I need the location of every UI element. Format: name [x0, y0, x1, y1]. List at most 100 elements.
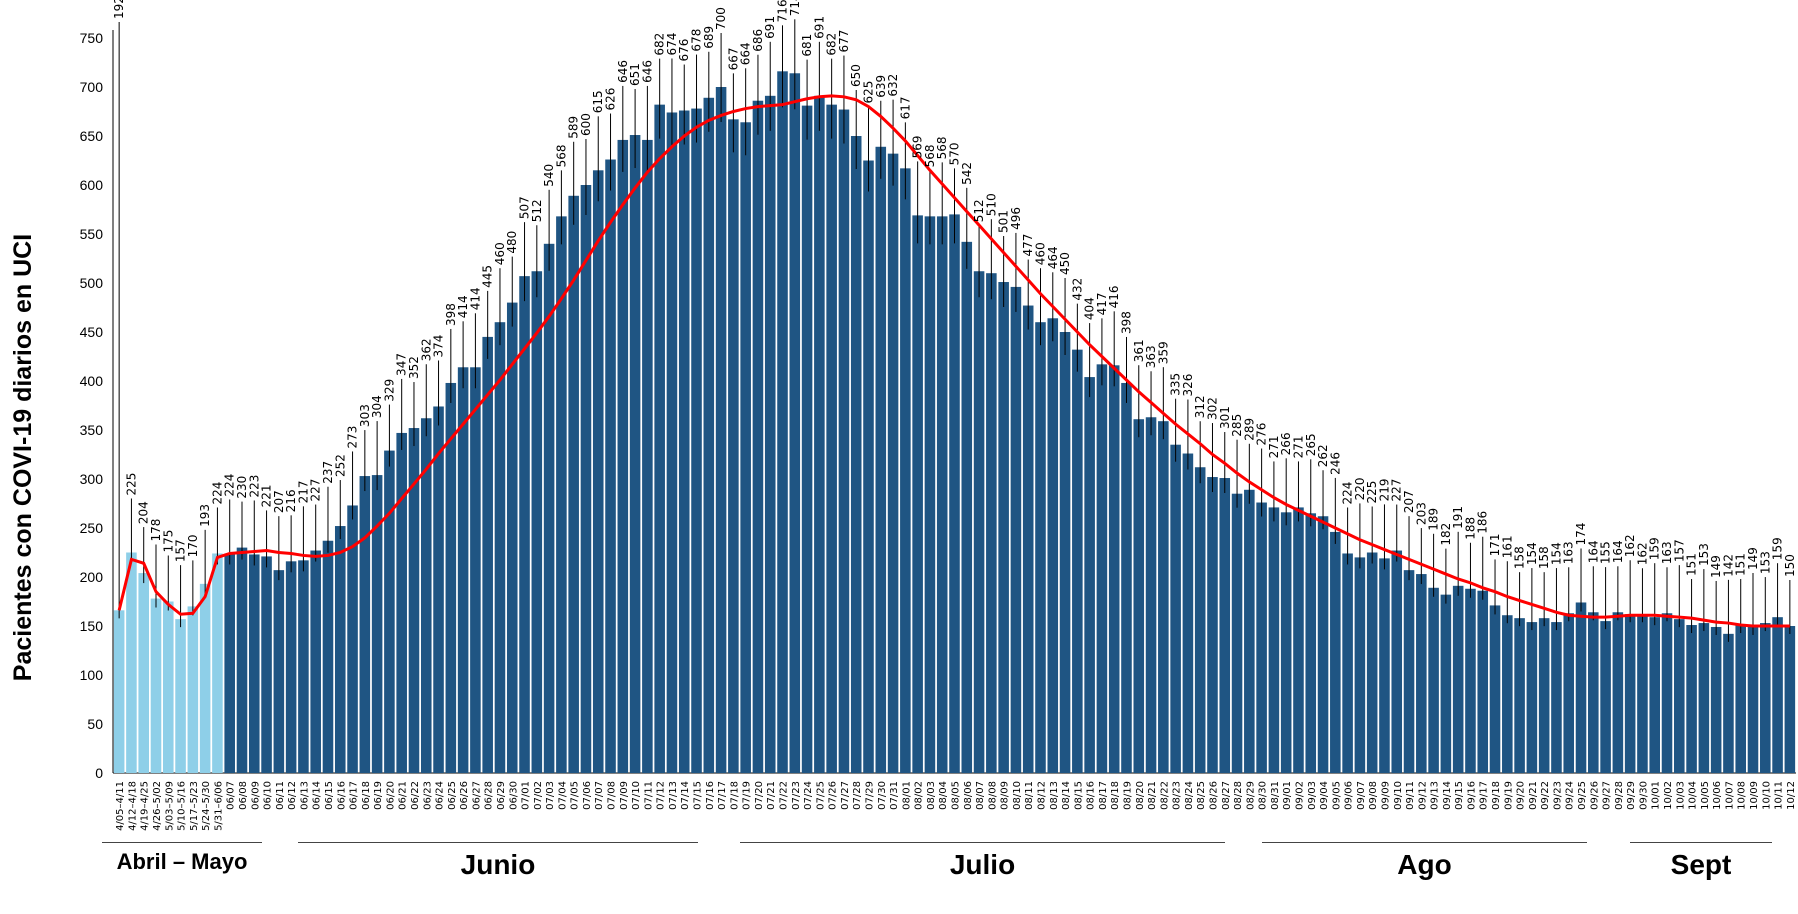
bar	[986, 273, 997, 773]
bar	[408, 428, 420, 773]
bar	[617, 139, 629, 774]
value-label: 352	[407, 356, 421, 379]
month-label-junio: Junio	[298, 842, 698, 881]
x-tick-label: 07/18	[729, 781, 740, 810]
value-label: 416	[1107, 285, 1121, 308]
bar	[728, 119, 739, 774]
x-tick-label: 07/31	[889, 781, 900, 810]
x-tick-label: 10/10	[1761, 781, 1772, 810]
x-tick-label: 09/01	[1282, 781, 1293, 810]
value-label: 207	[272, 490, 286, 513]
x-tick-label: 09/21	[1528, 781, 1539, 810]
value-label: 158	[1513, 546, 1527, 569]
value-label: 271	[1291, 436, 1305, 459]
bar	[691, 108, 702, 773]
value-label: 157	[174, 539, 188, 562]
value-label: 646	[616, 60, 630, 83]
value-label: 154	[1525, 542, 1539, 565]
bar	[1514, 618, 1525, 773]
y-axis-title: Pacientes con COVI-19 diarios en UCI	[9, 233, 38, 681]
bar	[1342, 553, 1353, 773]
value-label: 204	[137, 501, 151, 524]
x-tick-label: 5/10–5/16	[177, 781, 188, 831]
x-tick-label: 09/11	[1405, 781, 1416, 810]
bar	[1170, 444, 1181, 773]
y-tick-label: 50	[87, 716, 103, 732]
bar	[1612, 612, 1624, 773]
value-label: 227	[309, 479, 323, 502]
bar	[850, 136, 862, 773]
x-tick-label: 07/15	[693, 781, 704, 810]
value-label: 289	[1242, 418, 1256, 441]
value-label: 362	[419, 338, 433, 361]
bar	[580, 185, 592, 773]
x-tick-label: 10/04	[1688, 781, 1699, 810]
value-label: 464	[1046, 246, 1060, 269]
x-tick-label: 06/29	[496, 781, 507, 810]
bar	[163, 601, 174, 773]
value-label: 188	[1463, 517, 1477, 540]
value-label: 615	[591, 90, 605, 113]
x-tick-label: 08/19	[1122, 781, 1133, 810]
value-label: 302	[1205, 397, 1219, 420]
bar	[568, 195, 579, 773]
bar	[838, 109, 850, 774]
x-tick-label: 06/17	[349, 781, 360, 810]
x-tick-label: 09/20	[1516, 781, 1527, 810]
bar	[371, 475, 383, 773]
bar	[1735, 625, 1746, 773]
value-label: 568	[935, 136, 949, 159]
x-tick-label: 08/03	[926, 781, 937, 810]
x-tick-label: 09/05	[1331, 781, 1342, 810]
bar	[1047, 318, 1059, 773]
bar	[678, 110, 690, 773]
bar	[1575, 602, 1587, 773]
y-tick-label: 550	[80, 226, 104, 242]
value-label: 682	[653, 33, 667, 56]
bar	[433, 406, 444, 773]
value-label: 632	[886, 74, 900, 97]
value-label: 501	[997, 210, 1011, 233]
value-label: 542	[960, 162, 974, 185]
y-tick-label: 300	[80, 471, 104, 487]
x-tick-label: 06/23	[422, 781, 433, 810]
value-label: 266	[1279, 432, 1293, 455]
y-tick-label: 600	[80, 177, 104, 193]
x-tick-label: 06/25	[447, 781, 458, 810]
bar	[703, 97, 715, 773]
bar	[1428, 587, 1439, 773]
x-tick-label: 08/28	[1233, 781, 1244, 810]
x-tick-label: 06/09	[250, 781, 261, 810]
bar	[887, 153, 899, 773]
month-label-abril-mayo: Abril – Mayo	[102, 842, 262, 875]
value-label: 432	[1070, 278, 1084, 301]
x-tick-label: 09/18	[1491, 781, 1502, 810]
x-tick-label: 06/21	[398, 781, 409, 810]
x-tick-label: 09/30	[1638, 781, 1649, 810]
bar	[1121, 382, 1132, 773]
value-label: 651	[628, 63, 642, 86]
bar	[1588, 612, 1599, 773]
value-label: 230	[235, 476, 249, 499]
value-label: 626	[604, 88, 618, 111]
bar	[1698, 623, 1710, 773]
x-tick-labels-group: 4/05–4/11 4/12–4/18 4/19–4/25 4/26–5/02 5/03…	[115, 781, 1797, 831]
y-tick-label: 450	[80, 324, 104, 340]
value-label: 301	[1218, 406, 1232, 429]
x-tick-label: 06/24	[435, 781, 446, 810]
x-tick-label: 10/11	[1774, 781, 1785, 810]
x-tick-label: 10/06	[1712, 781, 1723, 810]
value-label: 700	[714, 7, 728, 30]
value-labels-group: 1922252041781751571701932242242302232212…	[112, 0, 1797, 578]
bar	[150, 598, 162, 773]
x-tick-label: 06/20	[385, 781, 396, 810]
value-label: 512	[972, 199, 986, 222]
x-tick-label: 09/12	[1417, 781, 1428, 810]
value-label: 625	[862, 81, 876, 104]
bar	[322, 540, 334, 773]
bar	[420, 418, 432, 773]
bar	[1207, 477, 1218, 773]
bar	[224, 553, 235, 773]
value-label: 225	[124, 473, 138, 496]
value-label: 162	[1623, 534, 1637, 557]
